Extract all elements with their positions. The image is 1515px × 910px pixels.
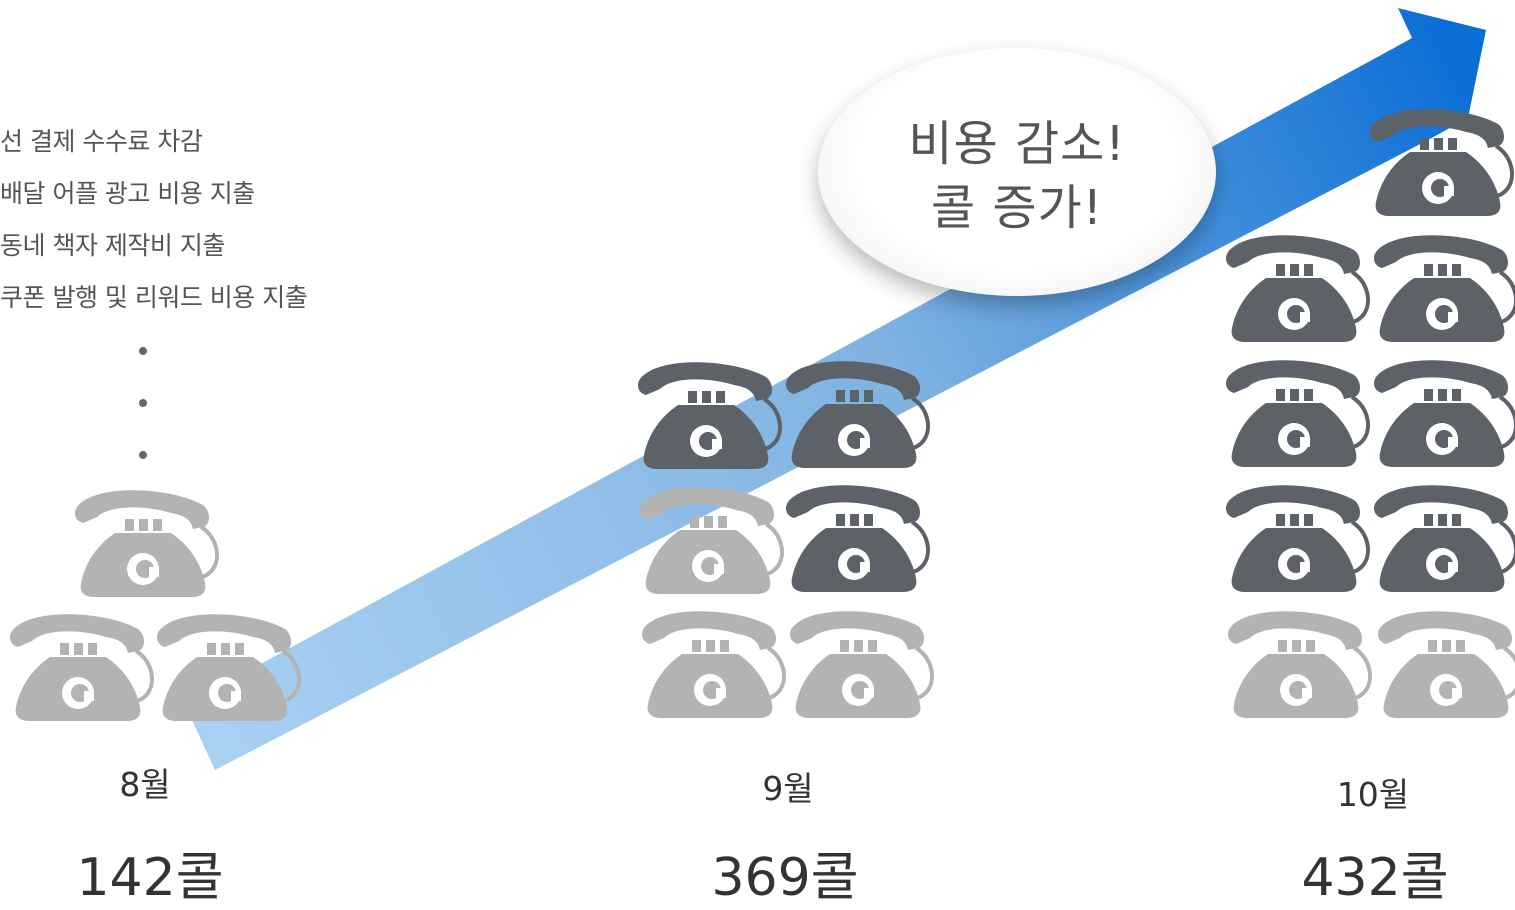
- telephone-icon: [1226, 235, 1370, 342]
- telephone-icon: [1374, 360, 1515, 467]
- month-label: 9월: [762, 769, 814, 808]
- telephone-icon: [786, 485, 930, 592]
- ellipsis-dot: [139, 399, 147, 407]
- call-count: 142콜: [76, 848, 224, 908]
- telephone-icon: [1374, 235, 1515, 342]
- telephone-icon: [640, 487, 784, 594]
- ellipsis-dot: [139, 347, 147, 355]
- call-count: 369콜: [711, 848, 859, 908]
- telephone-icon: [157, 614, 301, 721]
- month-label: 8월: [119, 765, 171, 804]
- telephone-icon: [790, 611, 934, 718]
- telephone-icon: [1370, 109, 1514, 216]
- telephone-icon: [786, 361, 930, 468]
- callout-line: 콜 증가!: [931, 180, 1103, 236]
- call-count: 432콜: [1301, 848, 1449, 908]
- telephone-icon: [1374, 485, 1515, 592]
- callout-bubble: 비용 감소! 콜 증가!: [818, 48, 1216, 296]
- telephone-icon: [638, 362, 782, 469]
- telephone-icon: [642, 611, 786, 718]
- telephone-icon: [10, 614, 154, 721]
- month-label: 10월: [1336, 775, 1410, 814]
- telephone-icon: [1378, 611, 1515, 718]
- telephone-icon: [1226, 360, 1370, 467]
- expense-item: 쿠폰 발행 및 리워드 비용 지출: [0, 283, 308, 312]
- telephone-icon: [75, 490, 219, 597]
- expense-item: 선 결제 수수료 차감: [0, 127, 203, 156]
- callout-line: 비용 감소!: [908, 116, 1126, 172]
- telephone-icon: [1226, 485, 1370, 592]
- ellipsis-dot: [139, 451, 147, 459]
- telephone-icon: [1228, 611, 1372, 718]
- expense-item: 동네 책자 제작비 지출: [0, 231, 225, 260]
- expense-item: 배달 어플 광고 비용 지출: [0, 179, 255, 208]
